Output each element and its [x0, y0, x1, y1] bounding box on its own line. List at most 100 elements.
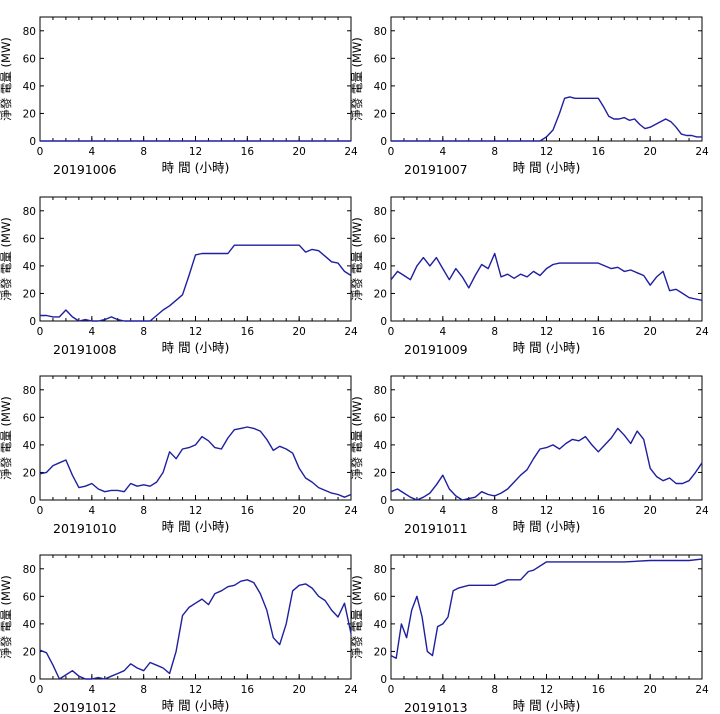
y-tick-label: 0	[380, 495, 387, 507]
y-axis-label: 淨發 電量 (MW)	[0, 37, 13, 121]
y-axis-label: 淨發 電量 (MW)	[0, 575, 13, 659]
x-tick-label: 16	[592, 146, 606, 158]
x-axis-label: 時 間 (小時)	[513, 340, 581, 355]
x-axis-label: 時 間 (小時)	[162, 160, 230, 175]
x-tick-label: 8	[491, 146, 498, 158]
chart-panel-20191008: 0 4 8 12 16 20 24 0 20 40 60 80 淨發 電量 (MW) 時 間 (小時) 20…	[0, 196, 358, 357]
y-tick-label: 60	[374, 412, 387, 424]
x-tick-label: 12	[189, 684, 202, 696]
x-tick-label: 20	[643, 326, 656, 338]
plot-frame	[39, 554, 352, 680]
series-line	[390, 558, 703, 659]
plot-frame	[39, 16, 352, 142]
y-axis-label: 淨發 電量 (MW)	[0, 396, 13, 480]
y-tick-label: 20	[374, 108, 387, 120]
x-tick-label: 20	[292, 146, 305, 158]
x-tick-label: 20	[292, 505, 305, 517]
x-tick-label: 16	[241, 326, 255, 338]
x-axis-label: 時 間 (小時)	[162, 698, 230, 713]
y-tick-label: 20	[23, 646, 36, 658]
y-axis-label: 淨發 電量 (MW)	[350, 37, 364, 121]
x-tick-label: 24	[344, 146, 358, 158]
x-tick-label: 8	[491, 326, 498, 338]
chart-panel-20191013: 0 4 8 12 16 20 24 0 20 40 60 80 淨發 電量 (MW) 時 間 (小時) 20…	[350, 554, 709, 714]
date-label: 20191013	[404, 700, 468, 714]
date-label: 20191007	[404, 162, 468, 177]
date-label: 20191012	[53, 700, 117, 714]
y-tick-label: 40	[374, 261, 387, 273]
x-tick-label: 20	[292, 684, 305, 696]
x-tick-label: 8	[140, 146, 147, 158]
y-tick-label: 60	[23, 53, 36, 65]
x-tick-label: 12	[540, 326, 553, 338]
date-label: 20191011	[404, 521, 468, 536]
series-line	[390, 427, 703, 501]
x-axis-label: 時 間 (小時)	[162, 519, 230, 534]
chart-panel-20191011: 0 4 8 12 16 20 24 0 20 40 60 80 淨發 電量 (MW) 時 間 (小時) 20…	[350, 375, 709, 536]
series-line	[39, 426, 352, 498]
x-tick-label: 12	[189, 146, 202, 158]
y-tick-label: 60	[374, 591, 387, 603]
y-tick-label: 80	[374, 564, 387, 576]
y-tick-label: 60	[374, 233, 387, 245]
x-tick-label: 4	[88, 326, 95, 338]
y-tick-label: 80	[23, 206, 36, 218]
series-line	[391, 96, 702, 142]
plot-frame	[390, 554, 703, 680]
date-label: 20191008	[53, 342, 117, 357]
y-tick-label: 0	[380, 136, 387, 148]
y-tick-label: 0	[29, 136, 36, 148]
y-tick-label: 20	[23, 288, 36, 300]
x-tick-label: 12	[540, 505, 553, 517]
y-tick-label: 20	[374, 467, 387, 479]
x-tick-label: 4	[439, 684, 446, 696]
chart-panel-20191007: 0 4 8 12 16 20 24 0 20 40 60 80 淨發 電量 (MW) 時 間 (小時) 20…	[350, 16, 709, 177]
x-tick-label: 16	[241, 146, 255, 158]
y-tick-label: 80	[374, 385, 387, 397]
y-tick-label: 40	[23, 619, 36, 631]
x-tick-label: 0	[388, 146, 395, 158]
plot-frame	[390, 375, 703, 501]
x-tick-label: 0	[388, 326, 395, 338]
series-line	[40, 244, 352, 322]
y-tick-label: 80	[23, 564, 36, 576]
x-tick-label: 12	[189, 505, 202, 517]
chart-panel-20191010: 0 4 8 12 16 20 24 0 20 40 60 80 淨發 電量 (MW) 時 間 (小時) 20…	[0, 375, 358, 536]
x-axis-label: 時 間 (小時)	[513, 519, 581, 534]
y-tick-label: 40	[23, 261, 36, 273]
y-tick-label: 20	[23, 108, 36, 120]
x-tick-label: 4	[88, 146, 95, 158]
x-axis-label: 時 間 (小時)	[513, 160, 581, 175]
x-tick-label: 20	[292, 326, 305, 338]
x-tick-label: 16	[241, 505, 255, 517]
x-tick-label: 8	[140, 326, 147, 338]
series-line	[39, 579, 352, 680]
y-tick-label: 80	[23, 385, 36, 397]
x-tick-label: 8	[491, 684, 498, 696]
plot-frame	[39, 375, 352, 501]
y-tick-label: 0	[29, 495, 36, 507]
y-tick-label: 80	[23, 26, 36, 38]
x-tick-label: 0	[37, 326, 44, 338]
x-tick-label: 24	[695, 326, 709, 338]
y-tick-label: 40	[374, 440, 387, 452]
y-axis-label: 淨發 電量 (MW)	[350, 575, 364, 659]
x-tick-label: 20	[643, 684, 656, 696]
x-tick-label: 24	[344, 505, 358, 517]
y-axis-label: 淨發 電量 (MW)	[0, 217, 13, 301]
x-tick-label: 24	[344, 684, 358, 696]
y-axis-label: 淨發 電量 (MW)	[350, 396, 364, 480]
y-tick-label: 40	[374, 619, 387, 631]
y-tick-label: 60	[23, 412, 36, 424]
y-tick-label: 0	[29, 674, 36, 686]
x-axis-label: 時 間 (小時)	[513, 698, 581, 713]
x-tick-label: 8	[140, 684, 147, 696]
y-tick-label: 0	[29, 316, 36, 328]
x-tick-label: 4	[88, 684, 95, 696]
x-tick-label: 20	[643, 146, 656, 158]
chart-panel-20191012: 0 4 8 12 16 20 24 0 20 40 60 80 淨發 電量 (MW) 時 間 (小時) 20…	[0, 554, 358, 714]
x-tick-label: 16	[592, 684, 606, 696]
plot-frame	[39, 196, 352, 322]
x-tick-label: 20	[643, 505, 656, 517]
y-tick-label: 20	[374, 288, 387, 300]
